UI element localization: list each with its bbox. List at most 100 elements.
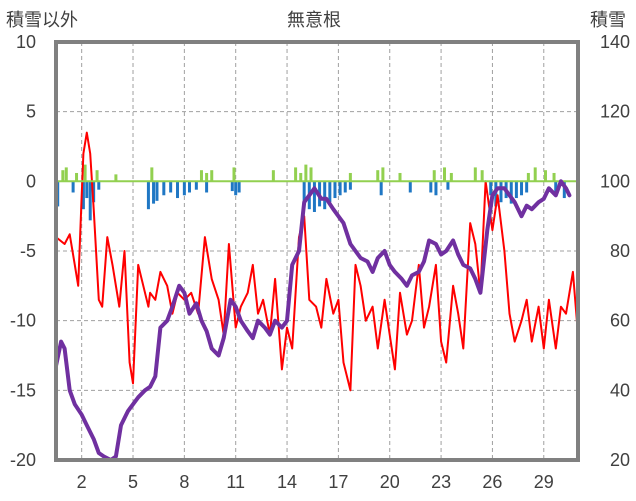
line-layer [54,131,579,462]
y2-tick-label: 40 [610,380,630,400]
bar-mark [562,181,566,199]
right-axis-title: 積雪 [590,10,626,31]
bar-mark [97,181,101,190]
x-tick-label: 2 [77,472,87,492]
chart-title: 無意根 [287,10,341,31]
bar-mark [348,172,352,182]
bar-mark [271,170,275,182]
bar-mark [333,181,337,199]
bar-mark [162,181,166,196]
right-axis-ticks: 140 120 100 80 60 40 20 [600,32,630,470]
bar-mark [176,181,180,199]
y-tick-label: -15 [10,380,36,400]
bar-mark [514,181,518,199]
bar-mark [312,181,316,212]
x-axis-ticks: 2 5 8 11 14 17 20 23 26 29 [77,472,554,492]
bar-mark [61,170,65,182]
y-tick-label: 10 [16,32,36,52]
bar-mark [509,181,513,204]
bar-mark [398,172,402,182]
bar-mark [526,172,530,182]
bar-mark [449,172,453,182]
bar-mark [232,167,236,182]
bar-mark [146,181,150,210]
x-tick-label: 23 [431,472,451,492]
plot-frame [54,40,580,462]
y2-tick-label: 20 [610,450,630,470]
series-line-4 [54,179,572,462]
bar-mark [299,172,303,182]
bar-mark [499,181,503,203]
bar-mark [210,170,214,182]
bar-mark [88,181,92,221]
y-tick-label: 0 [26,171,36,191]
x-tick-label: 5 [128,472,138,492]
bar-mark [552,172,556,182]
bar-mark [114,174,118,182]
bar-mark [304,164,308,182]
x-tick-label: 29 [534,472,554,492]
bar-mark [194,181,198,190]
bar-mark [432,170,436,182]
bar-mark [408,181,412,193]
grid-lines [56,42,578,460]
y2-tick-label: 60 [610,311,630,331]
series-line-0 [55,131,579,392]
bar-mark [446,181,450,190]
left-axis-title: 積雪以外 [6,10,78,31]
x-tick-label: 26 [482,472,502,492]
bar-mark [294,167,298,182]
bar-mark [95,170,99,182]
y-tick-label: -10 [10,311,36,331]
bar-mark [525,181,529,193]
bar-mark [169,181,173,193]
bar-mark [309,167,313,182]
y2-tick-label: 100 [600,171,630,191]
bar-mark [199,170,203,182]
bar-mark [543,170,547,182]
y-tick-label: -5 [20,241,36,261]
bar-mark [152,181,156,204]
bar-mark [234,181,238,196]
bar-mark [429,181,433,193]
bar-mark [480,170,484,182]
bar-mark [443,167,447,182]
bar-mark [155,181,159,201]
y2-tick-label: 120 [600,102,630,122]
bar-mark [338,181,342,196]
x-tick-label: 20 [380,472,400,492]
bar-mark [71,181,75,193]
bar-mark [489,181,493,196]
bar-mark [83,164,87,182]
bar-mark [81,181,85,210]
bar-mark [187,181,191,193]
bar-mark [323,181,327,210]
bar-mark [473,167,477,182]
x-tick-label: 14 [277,472,297,492]
left-axis-ticks: 10 5 0 -5 -10 -15 -20 [10,32,36,470]
bar-mark [182,181,186,196]
bar-mark [381,167,385,182]
bar-mark [302,181,306,203]
y-tick-label: 5 [26,102,36,122]
bar-mark [230,181,234,192]
bar-mark [328,181,332,203]
y2-tick-label: 80 [610,241,630,261]
bar-mark [434,181,438,196]
bar-mark [205,181,209,193]
bar-mark [379,181,383,196]
bar-mark [520,181,524,196]
bar-mark [554,181,558,196]
bar-mark [85,181,89,199]
bar-mark [237,181,241,193]
bar-mark [376,170,380,182]
bar-mark [533,167,537,182]
bar-mark [150,167,154,182]
bar-mark [92,181,96,203]
y-tick-label: -20 [10,450,36,470]
bar-mark [343,181,347,193]
bar-mark [348,181,352,190]
bar-mark [75,172,79,182]
y2-tick-label: 140 [600,32,630,52]
